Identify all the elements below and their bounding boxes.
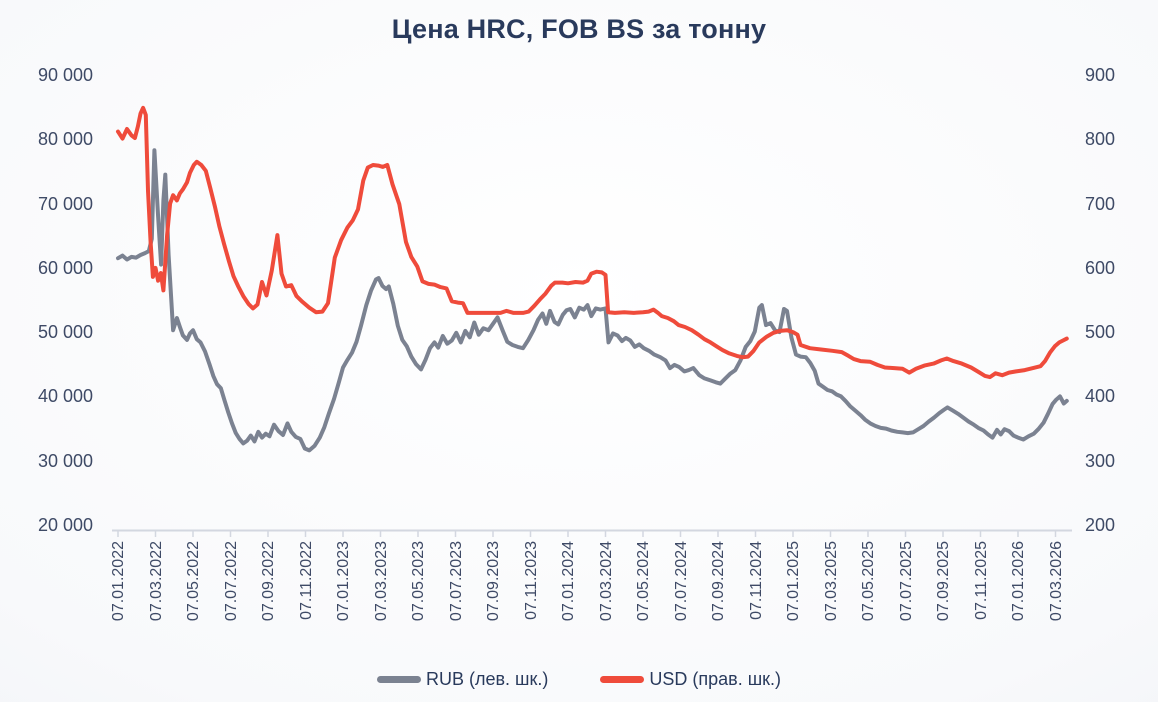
x-axis: 07.01.2022 07.03.2022 07.05.2022 07.07.2022… — [110, 541, 1065, 622]
x-tick-label: 07.09.2025 — [935, 541, 952, 622]
rub-price-line — [116, 148, 1069, 453]
x-tick-label: 07.03.2026 — [1047, 541, 1065, 622]
x-tick-label: 07.11.2024 — [747, 541, 765, 620]
x-tick-label: 07.09.2024 — [710, 541, 727, 622]
y-right-tick-label: 600 — [1085, 257, 1116, 278]
usd-price-line — [116, 105, 1069, 380]
y-axis-left: 90 000 80 000 70 000 60 000 50 000 40 000 30 0… — [0, 0, 93, 540]
x-tick-label: 07.01.2023 — [335, 541, 352, 622]
y-left-tick-label: 50 000 — [37, 322, 93, 343]
x-tick-label: 07.05.2024 — [635, 541, 652, 622]
legend-item-rub: RUB (лев. шк.) — [376, 669, 549, 690]
x-tick-label: 07.09.2023 — [485, 541, 502, 622]
y-left-tick-label: 20 000 — [37, 515, 93, 535]
legend: RUB (лев. шк.) USD (прав. шк.) — [0, 669, 1158, 690]
usd-line-swatch — [600, 676, 645, 683]
x-tick-label: 07.01.2025 — [785, 541, 802, 622]
y-right-tick-label: 800 — [1085, 129, 1116, 150]
y-right-tick-label: 700 — [1085, 193, 1116, 214]
y-axis-right: 900 800 700 600 500 400 300 200 — [1083, 0, 1158, 540]
y-right-tick-label: 400 — [1085, 386, 1116, 407]
legend-label-rub: RUB (лев. шк.) — [425, 669, 549, 689]
x-tick-label: 07.07.2023 — [447, 541, 465, 622]
y-left-tick-label: 60 000 — [37, 257, 93, 278]
x-tick-label: 07.05.2023 — [410, 541, 427, 622]
y-left-tick-label: 30 000 — [37, 450, 93, 471]
x-tick-label: 07.07.2025 — [897, 541, 915, 622]
x-tick-label: 07.11.2023 — [522, 541, 540, 620]
y-right-tick-label: 300 — [1085, 450, 1116, 471]
chart-title: Цена HRC, FOB BS за тонну — [391, 14, 767, 44]
rub-line-swatch — [376, 676, 421, 683]
y-right-tick-label: 500 — [1085, 322, 1116, 343]
x-tick-label: 07.05.2022 — [185, 541, 202, 622]
x-tick-label: 07.03.2022 — [147, 541, 165, 622]
x-tick-label: 07.03.2023 — [372, 541, 390, 622]
x-tick-label: 07.03.2024 — [597, 541, 615, 622]
x-tick-label: 07.01.2026 — [1010, 541, 1027, 622]
y-left-tick-label: 80 000 — [37, 129, 93, 150]
x-tick-label: 07.07.2022 — [222, 541, 240, 622]
y-left-tick-label: 70 000 — [37, 193, 93, 214]
y-right-tick-label: 200 — [1085, 515, 1116, 535]
y-left-tick-label: 90 000 — [37, 65, 93, 85]
x-tick-label: 07.11.2025 — [972, 541, 990, 620]
x-tick-label: 07.01.2024 — [560, 541, 577, 622]
x-tick-label: 07.11.2022 — [297, 541, 315, 620]
legend-label-usd: USD (прав. шк.) — [649, 669, 782, 689]
y-right-tick-label: 900 — [1085, 65, 1116, 85]
x-tick-label: 07.01.2022 — [110, 541, 127, 622]
x-tick-label: 07.09.2022 — [260, 541, 277, 622]
x-tick-label: 07.07.2024 — [672, 541, 690, 622]
x-tick-label: 07.03.2025 — [822, 541, 840, 622]
x-tick-label: 07.05.2025 — [860, 541, 877, 622]
legend-item-usd: USD (прав. шк.) — [600, 669, 781, 690]
y-left-tick-label: 40 000 — [37, 386, 93, 407]
